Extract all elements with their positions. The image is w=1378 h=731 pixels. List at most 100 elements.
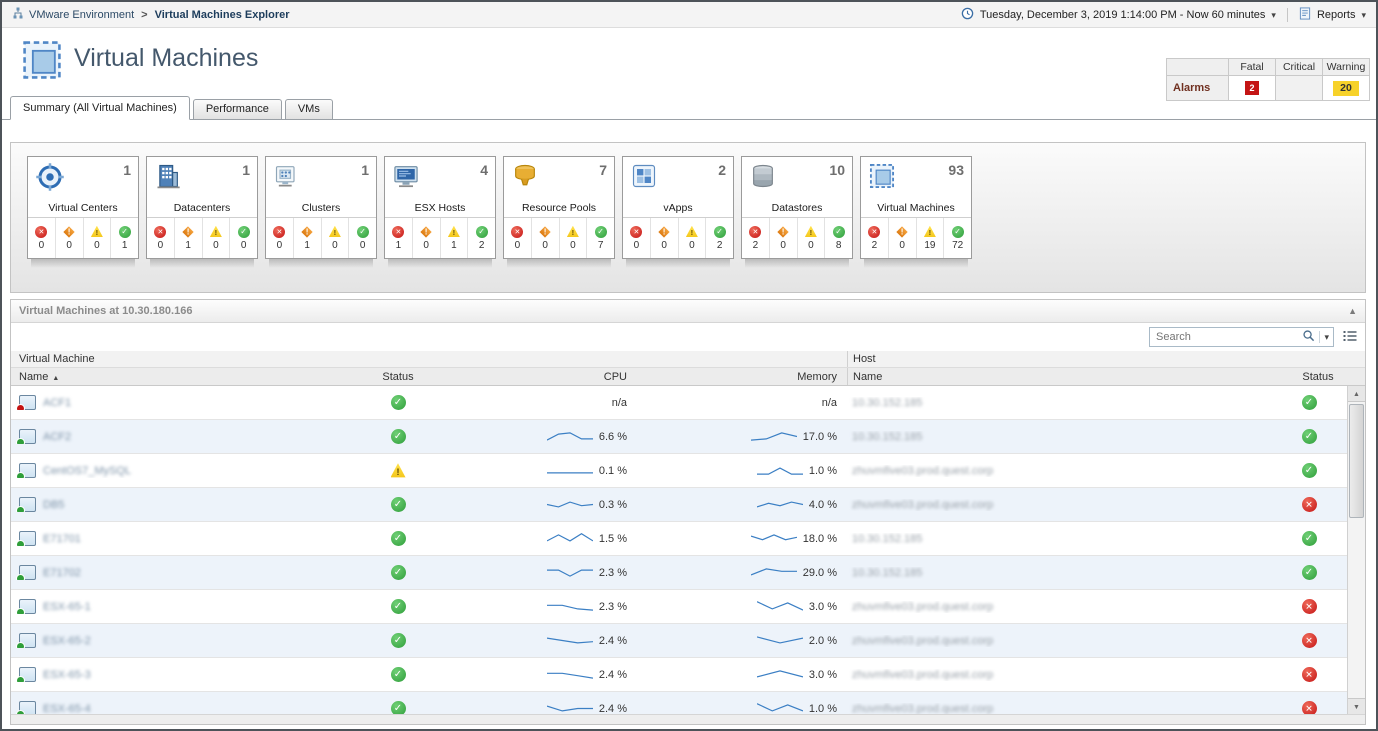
fatal-count-badge[interactable]: 2 [1245,81,1259,95]
search-box[interactable] [1149,327,1334,347]
normal-status-cell[interactable]: 2 [705,218,733,258]
chevron-down-icon[interactable] [1361,9,1366,21]
vm-name-link[interactable]: DB5 [43,498,65,511]
warning-status-cell[interactable]: 0 [558,218,587,258]
vertical-scrollbar[interactable] [1347,386,1365,714]
host-name-link[interactable]: 10.30.152.185 [852,396,923,409]
reports-menu[interactable]: Reports [1316,8,1356,21]
table-row[interactable]: ESX-65-3 2.4 % 3.0 % zhuvmfive03.prod.qu… [11,658,1347,692]
fatal-status-cell[interactable]: 0 [623,218,650,258]
host-name-link[interactable]: zhuvmfive03.prod.quest.corp [852,498,994,511]
tile-vapps[interactable]: 2 vApps 0 0 0 2 [622,156,734,268]
breadcrumb-root[interactable]: VMware Environment [29,8,135,21]
normal-status-cell[interactable]: 2 [467,218,495,258]
tile-clusters[interactable]: 1 Clusters 0 1 0 0 [265,156,377,268]
critical-status-cell[interactable]: 1 [292,218,321,258]
column-header-host-name[interactable]: Name [847,368,1271,385]
column-header-cpu[interactable]: CPU [603,370,627,383]
search-options-icon[interactable] [1324,331,1329,343]
critical-status-cell[interactable]: 0 [649,218,678,258]
warning-status-cell[interactable]: 0 [677,218,706,258]
table-row[interactable]: ACF1 n/a n/a 10.30.152.185 [11,386,1347,420]
vm-name-link[interactable]: ACF1 [43,396,72,409]
warning-status-cell[interactable]: 1 [439,218,468,258]
column-header-memory[interactable]: Memory [797,370,837,383]
fatal-status-cell[interactable]: 0 [28,218,55,258]
table-row[interactable]: E71702 2.3 % 29.0 % 10.30.152.185 [11,556,1347,590]
vm-name-link[interactable]: ACF2 [43,430,72,443]
tile-datastores[interactable]: 10 Datastores 2 0 0 8 [741,156,853,268]
alarms-warning-cell[interactable]: 20 [1323,76,1370,101]
normal-status-cell[interactable]: 8 [824,218,852,258]
vm-name-link[interactable]: ESX-65-1 [43,600,91,613]
host-name-link[interactable]: zhuvmfive03.prod.quest.corp [852,600,994,613]
scroll-down-button[interactable] [1348,698,1365,714]
tab-vms[interactable]: VMs [284,99,333,119]
alarms-fatal-cell[interactable]: 2 [1229,76,1276,101]
critical-status-cell[interactable]: 0 [768,218,797,258]
table-row[interactable]: CentOS7_MySQL 0.1 % 1.0 % zhuvmfive03.pr… [11,454,1347,488]
scrollbar-thumb[interactable] [1349,404,1364,518]
vm-name-link[interactable]: ESX-65-3 [43,668,91,681]
host-name-link[interactable]: zhuvmfive03.prod.quest.corp [852,668,994,681]
warning-status-cell[interactable]: 0 [82,218,111,258]
warning-status-cell[interactable]: 0 [320,218,349,258]
table-row[interactable]: ESX-65-2 2.4 % 2.0 % zhuvmfive03.prod.qu… [11,624,1347,658]
host-name-link[interactable]: zhuvmfive03.prod.quest.corp [852,464,994,477]
fatal-status-cell[interactable]: 0 [504,218,531,258]
fatal-status-cell[interactable]: 0 [266,218,293,258]
table-row[interactable]: ESX-65-4 2.4 % 1.0 % zhuvmfive03.prod.qu… [11,692,1347,714]
critical-status-cell[interactable]: 0 [530,218,559,258]
scroll-up-button[interactable] [1348,386,1365,402]
tile-resource-pools[interactable]: 7 Resource Pools 0 0 0 7 [503,156,615,268]
tile-esx-hosts[interactable]: 4 ESX Hosts 1 0 1 2 [384,156,496,268]
column-header-status[interactable]: Status [382,370,414,383]
normal-status-cell[interactable]: 1 [110,218,138,258]
normal-status-cell[interactable]: 0 [229,218,257,258]
tile-virtual-machines[interactable]: 93 Virtual Machines 2 0 19 72 [860,156,972,268]
tile-datacenters[interactable]: 1 Datacenters 0 1 0 0 [146,156,258,268]
alarms-critical-cell[interactable] [1276,76,1323,101]
warning-status-cell[interactable]: 19 [915,218,944,258]
tile-virtual-centers[interactable]: 1 Virtual Centers 0 0 0 1 [27,156,139,268]
critical-status-cell[interactable]: 0 [54,218,83,258]
critical-status-cell[interactable]: 1 [173,218,202,258]
warning-count-badge[interactable]: 20 [1333,80,1359,96]
table-row[interactable]: E71701 1.5 % 18.0 % 10.30.152.185 [11,522,1347,556]
vm-name-link[interactable]: ESX-65-4 [43,702,91,715]
host-name-link[interactable]: 10.30.152.185 [852,430,923,443]
host-name-link[interactable]: zhuvmfive03.prod.quest.corp [852,702,994,715]
collapse-panel-icon[interactable] [1348,305,1357,317]
table-row[interactable]: ACF2 6.6 % 17.0 % 10.30.152.185 [11,420,1347,454]
fatal-status-cell[interactable]: 2 [742,218,769,258]
vm-name-link[interactable]: ESX-65-2 [43,634,91,647]
warning-status-cell[interactable]: 0 [201,218,230,258]
column-header-host-status[interactable]: Status [1302,370,1334,383]
host-name-link[interactable]: 10.30.152.185 [852,566,923,579]
horizontal-scrollbar[interactable] [11,714,1365,724]
critical-status-cell[interactable]: 0 [887,218,916,258]
host-name-link[interactable]: 10.30.152.185 [852,532,923,545]
table-row[interactable]: ESX-65-1 2.3 % 3.0 % zhuvmfive03.prod.qu… [11,590,1347,624]
time-range-selector[interactable]: Tuesday, December 3, 2019 1:14:00 PM - N… [979,8,1266,21]
search-input[interactable] [1154,330,1299,344]
tab-performance[interactable]: Performance [192,99,282,119]
normal-status-cell[interactable]: 7 [586,218,614,258]
table-menu-icon[interactable] [1343,330,1357,345]
vm-name-link[interactable]: CentOS7_MySQL [43,464,132,477]
normal-status-cell[interactable]: 72 [943,218,971,258]
column-header-name[interactable]: Name [11,371,349,383]
vm-name-link[interactable]: E71702 [43,566,81,579]
host-name-link[interactable]: zhuvmfive03.prod.quest.corp [852,634,994,647]
fatal-status-cell[interactable]: 1 [385,218,412,258]
chevron-down-icon[interactable] [1271,9,1276,21]
vm-name-link[interactable]: E71701 [43,532,81,545]
table-row[interactable]: DB5 0.3 % 4.0 % zhuvmfive03.prod.quest.c… [11,488,1347,522]
tab-summary[interactable]: Summary (All Virtual Machines) [10,96,190,120]
fatal-status-cell[interactable]: 2 [861,218,888,258]
critical-status-cell[interactable]: 0 [411,218,440,258]
fatal-status-cell[interactable]: 0 [147,218,174,258]
search-icon[interactable] [1302,329,1315,345]
normal-status-cell[interactable]: 0 [348,218,376,258]
warning-status-cell[interactable]: 0 [796,218,825,258]
